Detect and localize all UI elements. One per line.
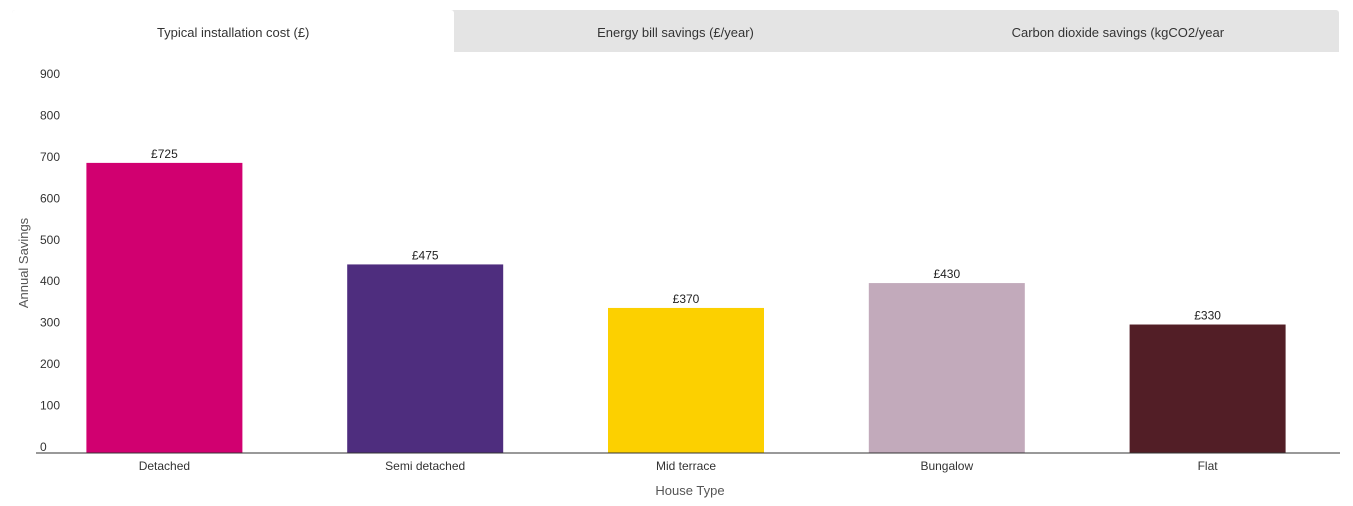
- y-tick-label: 0: [40, 440, 47, 454]
- x-tick-label: Mid terrace: [656, 459, 716, 473]
- y-tick-label: 300: [40, 316, 60, 330]
- data-label: £330: [1194, 309, 1221, 323]
- y-tick-label: 800: [40, 108, 60, 122]
- x-tick-label: Detached: [139, 459, 190, 473]
- data-label: £725: [151, 147, 178, 161]
- tab-carbon-dioxide-savings[interactable]: Carbon dioxide savings (kgCO2/year: [1011, 24, 1225, 40]
- x-tick-label: Semi detached: [385, 459, 465, 473]
- tab-energy-bill-savings[interactable]: Energy bill savings (£/year): [597, 24, 754, 40]
- data-label: £370: [673, 292, 700, 306]
- data-label: £475: [412, 248, 439, 262]
- chart-tabs: Typical installation cost (£) Energy bil…: [12, 10, 1339, 52]
- y-tick-label: 100: [40, 399, 60, 413]
- data-label: £430: [933, 267, 960, 281]
- x-tick-label: Bungalow: [920, 459, 973, 473]
- y-tick-label: 700: [40, 150, 60, 164]
- y-tick-label: 400: [40, 274, 60, 288]
- bar-detached: [86, 162, 243, 453]
- x-tick-label: Flat: [1198, 459, 1219, 473]
- bar-bungalow: [868, 283, 1025, 453]
- x-axis-label: House Type: [655, 483, 724, 498]
- y-tick-label: 500: [40, 233, 60, 247]
- y-axis-label: Annual Savings: [16, 217, 31, 308]
- bar-semi-detached: [347, 264, 504, 453]
- tab-installation-cost[interactable]: Typical installation cost (£): [12, 10, 455, 52]
- bar-flat: [1129, 324, 1286, 453]
- bar-mid-terrace: [608, 307, 764, 453]
- y-tick-label: 900: [40, 67, 60, 81]
- y-tick-label: 200: [40, 357, 60, 371]
- y-tick-label: 600: [40, 191, 60, 205]
